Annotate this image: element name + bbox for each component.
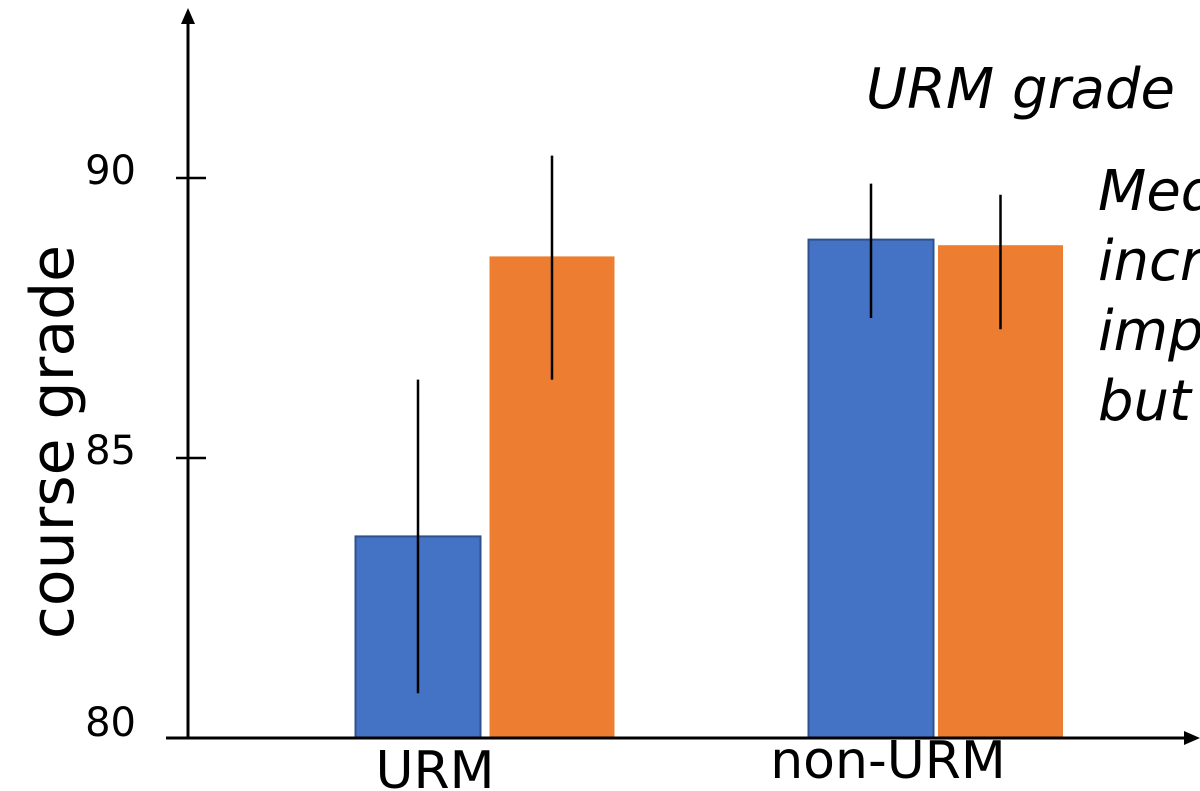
- x-axis-arrow: [1184, 731, 1200, 745]
- annotation-line-5: but: [1098, 369, 1193, 434]
- y-axis-label: course grade: [18, 245, 88, 639]
- y-tick-label-90: 90: [85, 148, 136, 194]
- annotation-line-2: Med: [1098, 159, 1200, 224]
- bars-layer: [354, 238, 1063, 740]
- y-tick-label-85: 85: [85, 428, 136, 474]
- bar-series-1-non-urm: [807, 238, 935, 739]
- annotation-line-4: imp: [1098, 299, 1200, 364]
- y-tick-label-80: 80: [85, 700, 136, 746]
- annotation-line-3: incr: [1098, 229, 1200, 294]
- y-ticks-layer: 80 85 90: [85, 148, 206, 746]
- error-bars-layer: [416, 155, 1002, 694]
- annotation-line-1: URM grade: [866, 57, 1175, 122]
- y-axis-arrow: [181, 8, 195, 24]
- category-label-urm: URM: [375, 741, 494, 791]
- category-label-non-urm: non-URM: [770, 731, 1006, 791]
